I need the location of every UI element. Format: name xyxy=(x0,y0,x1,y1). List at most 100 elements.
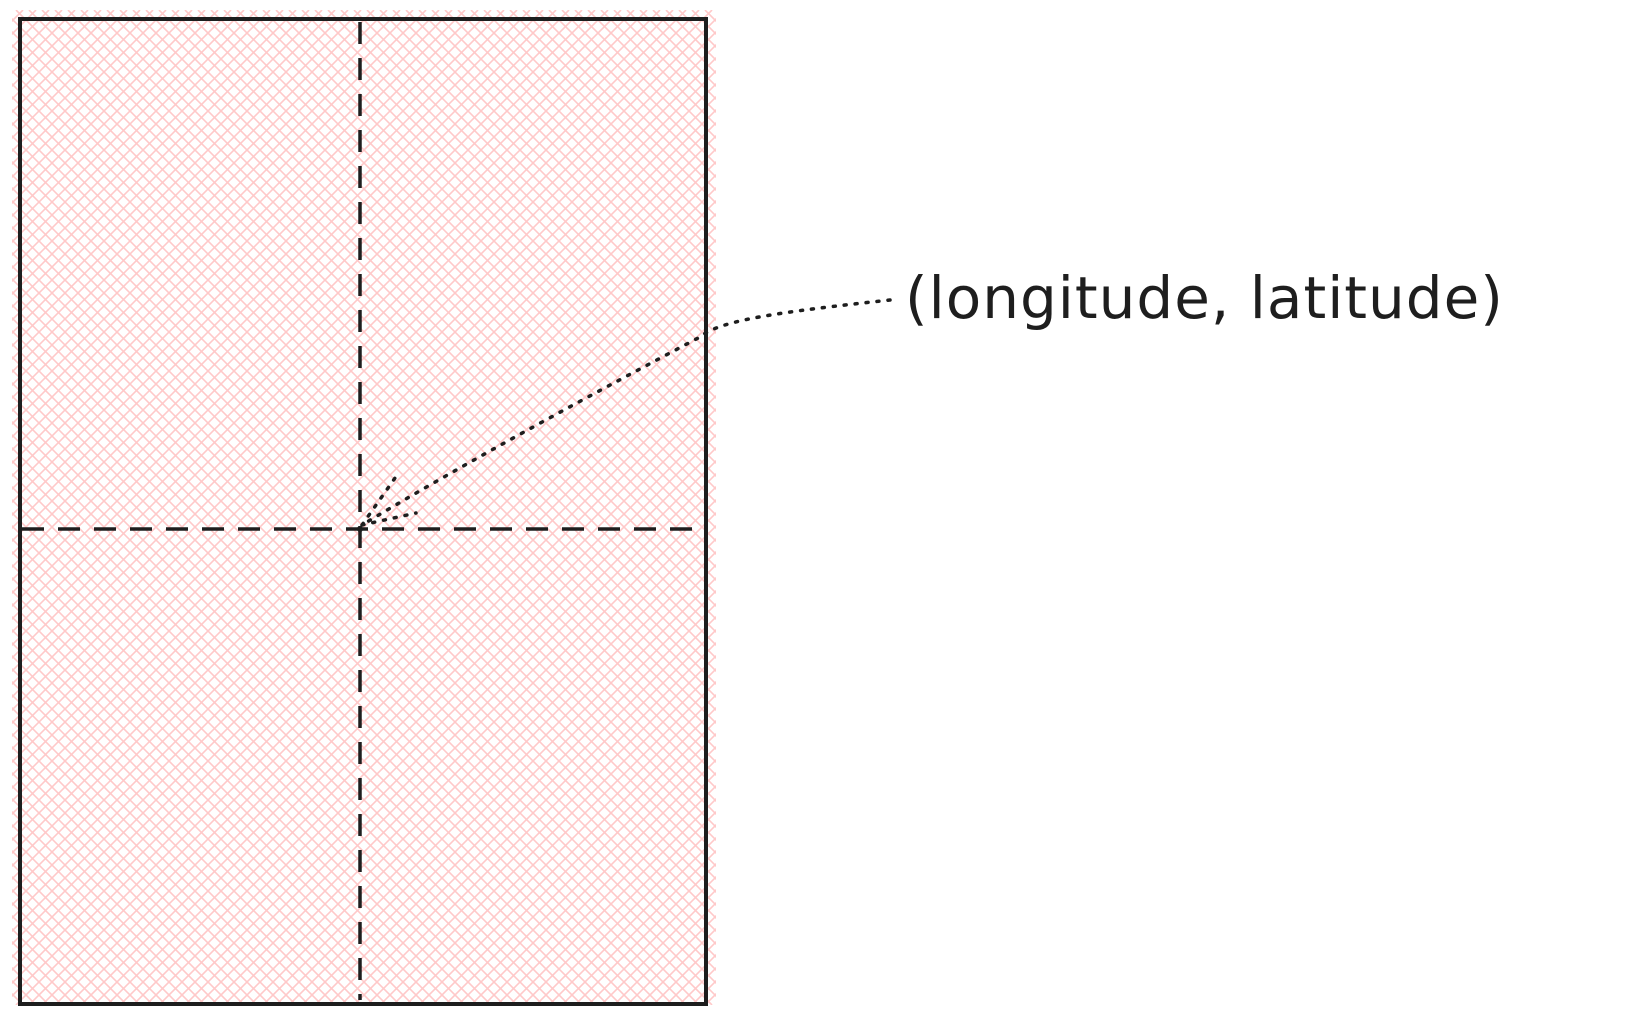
hatch-line xyxy=(12,10,245,244)
hatch-line xyxy=(757,10,1627,1005)
hatch-line xyxy=(1511,10,1627,1005)
hatch-line xyxy=(171,10,716,556)
hatch-line xyxy=(822,10,1627,1005)
hatch-line xyxy=(822,10,1627,1005)
hatch-line xyxy=(887,10,1627,1005)
hatch-line xyxy=(1238,10,1627,1005)
hatch-line xyxy=(926,10,1627,1005)
hatch-line xyxy=(783,10,1627,1005)
hatch-line xyxy=(353,10,716,374)
hatch-line xyxy=(12,147,716,855)
hatch-line xyxy=(1212,10,1627,1005)
hatch-line xyxy=(1017,10,1627,1005)
hatch-line xyxy=(548,10,716,179)
hatch-line xyxy=(770,10,1627,1005)
center-point xyxy=(357,526,363,532)
hatch-line xyxy=(1602,10,1627,1005)
hatch-line xyxy=(0,10,10,1005)
hatch-line xyxy=(1238,10,1627,1005)
hatch-line xyxy=(67,10,716,660)
hatch-line xyxy=(1082,10,1627,1005)
hatch-line xyxy=(926,10,1627,1005)
hatch-line xyxy=(1095,10,1627,1005)
hatch-line xyxy=(12,10,687,686)
hatch-line xyxy=(1134,10,1627,1005)
hatch-line xyxy=(12,17,716,725)
hatch-line xyxy=(1368,10,1627,1005)
hatch-line xyxy=(1277,10,1627,1005)
hatch-line xyxy=(12,95,716,803)
hatch-line xyxy=(1199,10,1627,1005)
hatch-line xyxy=(340,10,716,387)
hatch-line xyxy=(1316,10,1627,1005)
hatch-line xyxy=(1134,10,1627,1005)
hatch-line xyxy=(12,43,716,751)
hatch-line xyxy=(444,732,716,1005)
hatch-line xyxy=(913,10,1627,1005)
hatch-line xyxy=(301,589,716,1005)
hatch-line xyxy=(15,10,716,712)
hatch-line xyxy=(275,563,716,1005)
hatch-line xyxy=(1316,10,1627,1005)
hatch-line xyxy=(431,719,716,1005)
hatch-line xyxy=(314,602,716,1005)
hatch-line xyxy=(587,875,716,1005)
hatch-line xyxy=(418,706,716,1005)
hatch-line xyxy=(639,927,716,1005)
hatch-line xyxy=(431,10,716,296)
hatch-line xyxy=(639,10,716,88)
hatch-line xyxy=(1160,10,1627,1005)
hatch-line xyxy=(12,160,716,868)
hatch-line xyxy=(12,10,661,660)
hatch-line xyxy=(665,953,716,1005)
hatch-line xyxy=(1524,10,1627,1005)
hatch-line xyxy=(12,589,427,1005)
hatch-line xyxy=(1615,10,1627,1005)
hatch-line xyxy=(12,654,362,1005)
hatch-line xyxy=(1368,10,1627,1005)
arrowhead-icon xyxy=(360,476,418,527)
hatch-line xyxy=(1420,10,1627,1005)
hatch-line xyxy=(301,10,716,426)
hatch-line xyxy=(718,10,1627,1005)
hatch-line xyxy=(12,914,102,1005)
hatch-line xyxy=(1407,10,1627,1005)
hatch-line xyxy=(1459,10,1627,1005)
hatch-line xyxy=(574,862,716,1005)
hatch-line xyxy=(12,940,76,1005)
hatch-line xyxy=(379,667,716,1005)
hatch-line xyxy=(1108,10,1627,1005)
hatch-line xyxy=(12,251,716,959)
hatch-line xyxy=(12,108,716,816)
hatch-line xyxy=(757,10,1627,1005)
hatch-line xyxy=(12,56,716,764)
hatch-line xyxy=(1160,10,1627,1005)
hatch-line xyxy=(952,10,1627,1005)
hatch-line xyxy=(783,10,1627,1005)
hatch-line xyxy=(1498,10,1627,1005)
hatch-line xyxy=(900,10,1627,1005)
hatch-line xyxy=(1251,10,1627,1005)
hatch-line xyxy=(119,10,716,608)
hatch-line xyxy=(1446,10,1627,1005)
hatch-line xyxy=(1264,10,1627,1005)
hatch-line xyxy=(1446,10,1627,1005)
hatch-line xyxy=(106,10,716,621)
hatch-line xyxy=(509,797,716,1005)
hatch-line xyxy=(1459,10,1627,1005)
hatch-line xyxy=(652,940,716,1005)
hatch-line xyxy=(12,615,401,1005)
hatch-line xyxy=(1433,10,1627,1005)
hatch-line xyxy=(12,82,716,790)
hatch-line xyxy=(327,615,716,1005)
hatch-line xyxy=(12,238,716,946)
hatch-line xyxy=(678,10,716,49)
hatch-line xyxy=(965,10,1627,1005)
hatch-line xyxy=(548,836,716,1005)
hatch-line xyxy=(626,10,716,101)
hatch-line xyxy=(1355,10,1627,1005)
hatch-line xyxy=(587,10,716,140)
hatch-line xyxy=(848,10,1627,1005)
hatch-line xyxy=(1407,10,1627,1005)
hatch-line xyxy=(1251,10,1627,1005)
